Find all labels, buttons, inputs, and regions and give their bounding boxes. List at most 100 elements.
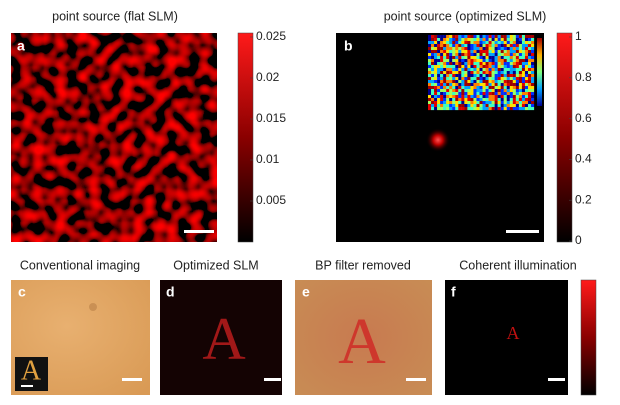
phase-pixel (512, 62, 516, 66)
phase-pixel (464, 92, 468, 96)
phase-pixel (494, 83, 498, 87)
phase-pixel (476, 77, 480, 81)
phase-pixel (521, 104, 526, 108)
phase-pixel (464, 38, 468, 42)
phase-pixel (512, 50, 516, 54)
phase-pixel (521, 89, 526, 93)
phase-pixel (461, 101, 465, 105)
phase-pixel (515, 89, 519, 93)
phase-pixel (518, 74, 522, 78)
phase-pixel (431, 92, 435, 96)
phase-pixel (509, 53, 513, 57)
phase-pixel (521, 35, 526, 39)
phase-pixel (443, 65, 447, 69)
phase-pixel (428, 101, 432, 105)
phase-pixel (428, 47, 432, 51)
phase-pixel (527, 92, 532, 96)
phase-pixel (512, 35, 516, 39)
phase-pixel (521, 74, 526, 78)
panel-title: point source (flat SLM) (52, 9, 178, 23)
phase-pixel (449, 35, 453, 39)
phase-pixel (473, 71, 477, 75)
phase-pixel (437, 41, 441, 45)
phase-pixel (431, 104, 435, 108)
phase-pixel (455, 95, 459, 99)
phase-pixel (488, 62, 492, 66)
phase-pixel (467, 86, 471, 90)
phase-pixel (485, 38, 489, 42)
phase-pixel (521, 83, 526, 87)
phase-pixel (473, 98, 477, 102)
phase-pixel (452, 56, 456, 60)
phase-pixel (467, 92, 471, 96)
phase-pixel (443, 35, 447, 39)
phase-pixel (467, 56, 471, 60)
phase-pixel (527, 59, 532, 63)
phase-pixel (428, 56, 432, 60)
phase-pixel (531, 98, 535, 102)
phase-pixel (482, 77, 486, 81)
scale-bar (122, 378, 142, 381)
colorbar-tick-label: 0.6 (575, 111, 592, 125)
phase-pixel (434, 92, 438, 96)
phase-pixel (452, 104, 456, 108)
phase-pixel (464, 83, 468, 87)
phase-pixel (482, 47, 486, 51)
phase-pixel (440, 59, 444, 63)
phase-pixel (467, 50, 471, 54)
phase-pixel (473, 68, 477, 72)
phase-pixel (431, 56, 435, 60)
phase-pixel (506, 92, 510, 96)
phase-pixel (452, 35, 456, 39)
phase-pixel (446, 95, 450, 99)
phase-pixel (521, 107, 526, 111)
phase-pixel (428, 65, 432, 69)
phase-pixel (494, 74, 498, 78)
phase-pixel (428, 104, 432, 108)
phase-pixel (518, 38, 522, 42)
phase-pixel (440, 71, 444, 75)
phase-pixel (482, 86, 486, 90)
phase-pixel (440, 86, 444, 90)
phase-pixel (443, 89, 447, 93)
phase-pixel (521, 56, 526, 60)
phase-pixel (428, 35, 432, 39)
colorbar (580, 279, 597, 396)
phase-pixel (467, 41, 471, 45)
camera-image (445, 280, 568, 395)
phase-pixel (473, 59, 477, 63)
phase-pixel (531, 74, 535, 78)
phase-pixel (482, 98, 486, 102)
phase-pixel (527, 104, 532, 108)
phase-pixel (524, 104, 529, 108)
phase-pixel (437, 44, 441, 48)
phase-pixel (428, 74, 432, 78)
phase-pixel (531, 68, 535, 72)
phase-pixel (491, 47, 495, 51)
phase-pixel (440, 89, 444, 93)
phase-pixel (497, 89, 501, 93)
phase-pixel (464, 101, 468, 105)
phase-pixel (509, 38, 513, 42)
phase-pixel (531, 95, 535, 99)
phase-pixel (503, 53, 507, 57)
phase-pixel (473, 47, 477, 51)
phase-pixel (488, 107, 492, 111)
phase-pixel (446, 62, 450, 66)
phase-pixel (431, 50, 435, 54)
phase-pixel (512, 71, 516, 75)
phase-pixel (431, 68, 435, 72)
phase-pixel (461, 50, 465, 54)
phase-pixel (446, 47, 450, 51)
phase-pixel (515, 65, 519, 69)
phase-pixel (452, 77, 456, 81)
phase-pixel (485, 101, 489, 105)
phase-pixel (443, 104, 447, 108)
phase-pixel (527, 56, 532, 60)
phase-pixel (524, 53, 529, 57)
phase-pixel (476, 68, 480, 72)
phase-pixel (434, 47, 438, 51)
phase-pixel (461, 89, 465, 93)
phase-pixel (500, 95, 504, 99)
